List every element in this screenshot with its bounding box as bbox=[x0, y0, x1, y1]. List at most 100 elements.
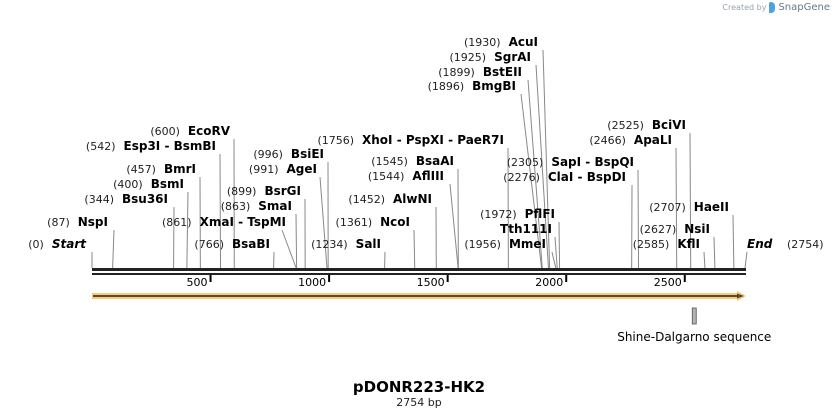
site-alwni[interactable]: AlwNI (1452) bbox=[348, 192, 437, 269]
site-pflfi[interactable]: PflFI (1972) bbox=[480, 207, 561, 269]
site-name: XmaI - TspMI bbox=[200, 215, 286, 229]
site-position: (2276) bbox=[503, 171, 540, 184]
site-leader-line bbox=[732, 214, 735, 269]
ruler-tick-label: 2000 bbox=[535, 276, 563, 289]
shine-dalgarno-feature[interactable] bbox=[691, 307, 697, 325]
site-name: Start bbox=[52, 237, 87, 251]
site-start[interactable]: Start (0) bbox=[28, 237, 93, 268]
site-position: (861) bbox=[162, 216, 192, 229]
site-leader-line bbox=[542, 49, 551, 269]
site-position: (2707) bbox=[649, 201, 686, 214]
site-name: AlwNI bbox=[393, 192, 432, 206]
site-leader-line bbox=[319, 176, 328, 269]
site-bsmi[interactable]: BsmI (400) bbox=[113, 177, 189, 269]
site-position: (1756) bbox=[317, 134, 354, 147]
site-smai[interactable]: SmaI (863) bbox=[221, 199, 298, 269]
site-leader-line bbox=[535, 64, 549, 269]
site-leader-line bbox=[413, 229, 416, 269]
credit-prefix: Created by bbox=[722, 3, 767, 12]
ruler-tick bbox=[683, 275, 686, 282]
site-bcivi[interactable]: BciVI (2525) bbox=[607, 118, 692, 269]
site-name: AgeI bbox=[287, 162, 317, 176]
site-haeii[interactable]: HaeII (2707) bbox=[649, 200, 735, 269]
site-position: (0) bbox=[28, 238, 44, 251]
site-sapi[interactable]: SapI - BspQI (2305) bbox=[507, 155, 640, 269]
ruler-tick bbox=[565, 275, 568, 282]
site-leader-line bbox=[558, 221, 561, 269]
site-name: SalI bbox=[356, 237, 381, 251]
site-bsteii[interactable]: BstEII (1899) bbox=[438, 65, 543, 269]
site-position: (344) bbox=[84, 193, 114, 206]
ruler-tick-label: 500 bbox=[187, 276, 208, 289]
site-name: BsaBI bbox=[232, 237, 270, 251]
site-bsiei[interactable]: BsiEI (996) bbox=[253, 147, 329, 269]
site-leader-line bbox=[295, 213, 298, 269]
site-position: (766) bbox=[194, 238, 224, 251]
site-nsii[interactable]: NsiI (2627) bbox=[640, 222, 716, 269]
site-position: (1234) bbox=[311, 238, 348, 251]
site-end[interactable]: End (2754) bbox=[744, 237, 824, 269]
site-position: (991) bbox=[249, 163, 279, 176]
ruler-tick bbox=[209, 275, 212, 282]
site-position: (600) bbox=[150, 125, 180, 138]
site-name: SgrAI bbox=[494, 50, 531, 64]
site-tth111i[interactable]: Tth111I bbox=[500, 222, 558, 269]
site-mmei[interactable]: MmeI (1956) bbox=[464, 237, 557, 269]
site-name: BsiEI bbox=[291, 147, 324, 161]
site-position: (87) bbox=[47, 216, 70, 229]
site-ncoi[interactable]: NcoI (1361) bbox=[336, 215, 416, 269]
site-name: Tth111I bbox=[500, 222, 552, 236]
site-bsabi[interactable]: BsaBI (766) bbox=[194, 237, 275, 269]
site-position: (899) bbox=[227, 185, 257, 198]
site-esp3i[interactable]: Esp3I - BsmBI (542) bbox=[86, 139, 222, 269]
site-position: (2305) bbox=[507, 156, 544, 169]
site-name: BciVI bbox=[652, 118, 686, 132]
backbone-bottom bbox=[92, 273, 746, 275]
site-sali[interactable]: SalI (1234) bbox=[311, 237, 386, 269]
site-clai[interactable]: ClaI - BspDI (2276) bbox=[503, 170, 633, 269]
site-leader-line bbox=[449, 183, 459, 269]
plasmid-name: pDONR223-HK2 bbox=[352, 378, 486, 396]
site-bsrgi[interactable]: BsrGI (899) bbox=[227, 184, 306, 269]
site-position: (1930) bbox=[464, 36, 501, 49]
site-position: (1899) bbox=[438, 66, 475, 79]
site-name: EcoRV bbox=[188, 124, 231, 138]
site-name: BmgBI bbox=[472, 79, 516, 93]
site-position: (2585) bbox=[633, 238, 670, 251]
orf-feature-core bbox=[93, 295, 738, 297]
site-sgrai[interactable]: SgrAI (1925) bbox=[450, 50, 549, 269]
site-bsaai[interactable]: BsaAI (1545) bbox=[371, 154, 459, 269]
site-nspi[interactable]: NspI (87) bbox=[47, 215, 115, 269]
site-bmgbi[interactable]: BmgBI (1896) bbox=[428, 79, 543, 269]
snapgene-credit: Created by SnapGene bbox=[722, 2, 830, 13]
ruler-tick-label: 2500 bbox=[654, 276, 682, 289]
site-name: NsiI bbox=[684, 222, 710, 236]
site-position: (996) bbox=[253, 148, 283, 161]
site-afliii[interactable]: AflIII (1544) bbox=[368, 169, 459, 269]
site-kfli[interactable]: KflI (2585) bbox=[633, 237, 706, 269]
site-leader-line bbox=[520, 93, 543, 269]
site-xmai[interactable]: XmaI - TspMI (861) bbox=[162, 215, 297, 269]
ruler-tick bbox=[328, 275, 331, 282]
ruler-tick-label: 1000 bbox=[298, 276, 326, 289]
site-position: (400) bbox=[113, 178, 143, 191]
site-ecorv[interactable]: EcoRV (600) bbox=[150, 124, 235, 269]
site-apali[interactable]: ApaLI (2466) bbox=[589, 133, 678, 269]
site-xhoi[interactable]: XhoI - PspXI - PaeR7I (1756) bbox=[317, 133, 509, 269]
site-position: (1544) bbox=[368, 170, 405, 183]
site-agei[interactable]: AgeI (991) bbox=[249, 162, 328, 269]
site-name: ClaI - BspDI bbox=[548, 170, 626, 184]
site-position: (1452) bbox=[348, 193, 385, 206]
site-name: BstEII bbox=[483, 65, 522, 79]
backbone-top bbox=[92, 268, 746, 271]
site-position: (2754) bbox=[787, 238, 824, 251]
shine-dalgarno-label: Shine-Dalgarno sequence bbox=[617, 330, 771, 344]
site-name: BmrI bbox=[164, 162, 196, 176]
site-acui[interactable]: AcuI (1930) bbox=[464, 35, 551, 269]
site-name: SapI - BspQI bbox=[551, 155, 634, 169]
site-bmri[interactable]: BmrI (457) bbox=[126, 162, 201, 269]
ruler-tick-label: 1500 bbox=[417, 276, 445, 289]
site-bsu36i[interactable]: Bsu36I (344) bbox=[84, 192, 175, 269]
site-name: SmaI bbox=[258, 199, 292, 213]
credit-brand: SnapGene bbox=[778, 2, 830, 13]
